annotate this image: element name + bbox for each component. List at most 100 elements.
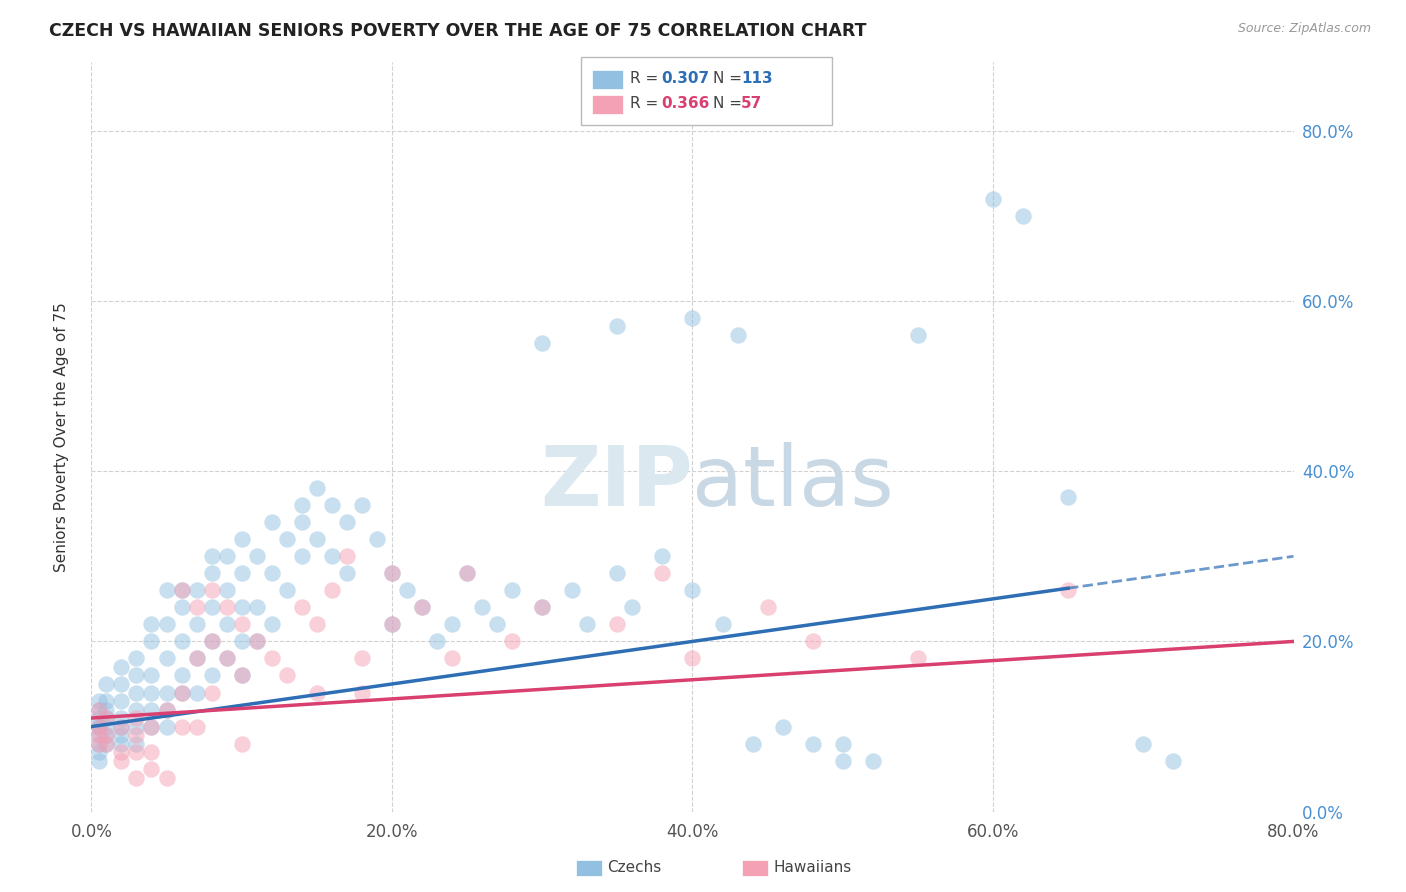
Point	[381, 566, 404, 581]
Text: atlas: atlas	[692, 442, 894, 523]
Point	[741, 737, 763, 751]
Point	[125, 668, 148, 682]
Point	[201, 685, 224, 699]
Point	[110, 745, 132, 759]
Point	[727, 327, 749, 342]
Point	[291, 549, 314, 564]
Point	[231, 566, 253, 581]
Point	[186, 720, 208, 734]
Text: R =: R =	[630, 71, 664, 86]
Point	[125, 745, 148, 759]
Point	[350, 498, 373, 512]
Point	[321, 549, 343, 564]
Point	[155, 583, 177, 598]
Point	[336, 515, 359, 529]
Point	[87, 702, 110, 716]
Point	[87, 754, 110, 768]
Point	[87, 702, 110, 716]
Point	[186, 617, 208, 632]
Point	[1057, 490, 1080, 504]
Point	[381, 617, 404, 632]
Point	[981, 192, 1004, 206]
Point	[96, 694, 118, 708]
Y-axis label: Seniors Poverty Over the Age of 75: Seniors Poverty Over the Age of 75	[55, 302, 69, 572]
Text: Hawaiians: Hawaiians	[773, 861, 852, 875]
Point	[110, 694, 132, 708]
Point	[471, 600, 494, 615]
Point	[606, 319, 628, 334]
Point	[336, 566, 359, 581]
Point	[96, 737, 118, 751]
Point	[231, 600, 253, 615]
Point	[170, 583, 193, 598]
Point	[486, 617, 509, 632]
Point	[862, 754, 884, 768]
Point	[96, 720, 118, 734]
Point	[96, 728, 118, 742]
Point	[231, 634, 253, 648]
Point	[186, 600, 208, 615]
Text: 0.307: 0.307	[661, 71, 709, 86]
Point	[141, 685, 163, 699]
Point	[141, 762, 163, 776]
Point	[141, 668, 163, 682]
Point	[201, 600, 224, 615]
Point	[87, 720, 110, 734]
Point	[276, 533, 298, 547]
Point	[907, 651, 929, 665]
Point	[456, 566, 478, 581]
Point	[87, 737, 110, 751]
Point	[1057, 583, 1080, 598]
Point	[155, 651, 177, 665]
Point	[291, 515, 314, 529]
Point	[231, 617, 253, 632]
Point	[96, 711, 118, 725]
Point	[170, 634, 193, 648]
Point	[411, 600, 433, 615]
Point	[141, 720, 163, 734]
Point	[110, 677, 132, 691]
Point	[651, 549, 673, 564]
Point	[291, 600, 314, 615]
Point	[87, 720, 110, 734]
Point	[305, 685, 328, 699]
Point	[831, 754, 853, 768]
Point	[170, 583, 193, 598]
Point	[155, 702, 177, 716]
Point	[96, 711, 118, 725]
Point	[681, 310, 703, 325]
Point	[606, 617, 628, 632]
Point	[215, 617, 238, 632]
Point	[246, 600, 269, 615]
Point	[411, 600, 433, 615]
Point	[125, 737, 148, 751]
Point	[681, 583, 703, 598]
Point	[350, 685, 373, 699]
Point	[336, 549, 359, 564]
Point	[87, 745, 110, 759]
Point	[231, 668, 253, 682]
Point	[96, 677, 118, 691]
Point	[155, 685, 177, 699]
Point	[801, 737, 824, 751]
Point	[651, 566, 673, 581]
Point	[87, 737, 110, 751]
Point	[231, 533, 253, 547]
Point	[155, 702, 177, 716]
Point	[125, 651, 148, 665]
Point	[186, 651, 208, 665]
Point	[141, 702, 163, 716]
Point	[531, 336, 554, 351]
Point	[531, 600, 554, 615]
Point	[201, 549, 224, 564]
Point	[531, 600, 554, 615]
Point	[321, 498, 343, 512]
Point	[576, 617, 599, 632]
Point	[141, 617, 163, 632]
Point	[201, 668, 224, 682]
Text: Source: ZipAtlas.com: Source: ZipAtlas.com	[1237, 22, 1371, 36]
Point	[186, 685, 208, 699]
Point	[125, 720, 148, 734]
Point	[231, 737, 253, 751]
Point	[501, 634, 523, 648]
